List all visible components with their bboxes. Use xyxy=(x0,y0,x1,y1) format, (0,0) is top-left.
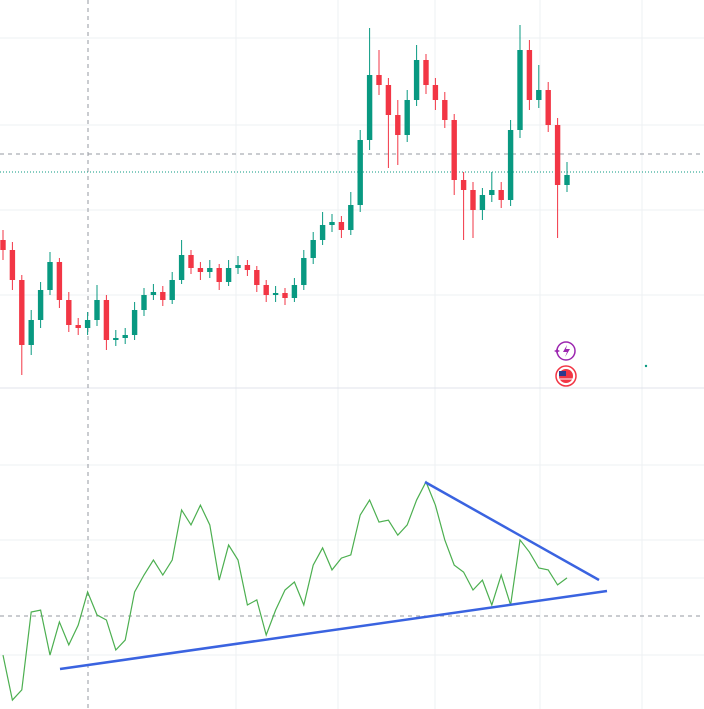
candle-body xyxy=(244,265,251,270)
candle-body xyxy=(357,140,363,205)
candle-body xyxy=(366,75,373,140)
event-icon[interactable] xyxy=(554,341,576,361)
candle-body xyxy=(460,180,467,190)
candle-body xyxy=(56,262,63,300)
candle-body xyxy=(376,75,382,85)
candle-body xyxy=(526,50,533,100)
candle-body xyxy=(263,285,269,295)
icon-glyph xyxy=(563,345,570,357)
candle-body xyxy=(37,290,44,320)
trendline xyxy=(424,480,600,582)
candle-body xyxy=(423,60,429,85)
candle-body xyxy=(310,240,316,258)
candle-body xyxy=(216,268,222,282)
candle-body xyxy=(66,300,72,325)
candle-body xyxy=(75,325,81,328)
flag-icon[interactable] xyxy=(555,365,577,387)
candle-body xyxy=(282,293,288,298)
candle-body xyxy=(113,338,119,340)
candle-body xyxy=(160,292,166,300)
candle-body xyxy=(141,295,147,310)
candle-body xyxy=(489,190,495,195)
candle-body xyxy=(554,125,561,185)
candle-body xyxy=(272,293,279,295)
dot xyxy=(644,364,648,368)
candle-body xyxy=(94,300,100,320)
candle-body xyxy=(517,50,523,130)
candle-body xyxy=(348,205,354,230)
oscillator-line xyxy=(2,480,568,702)
candle-body xyxy=(404,100,410,135)
candle-body xyxy=(103,300,110,340)
candle-body xyxy=(207,268,213,272)
candle-body xyxy=(338,222,345,230)
candle-body xyxy=(9,250,16,280)
candle-body xyxy=(150,292,157,295)
candle-body xyxy=(545,90,551,125)
series xyxy=(0,25,570,702)
candle-body xyxy=(329,222,335,225)
candle-body xyxy=(225,268,232,282)
candle-body xyxy=(301,258,307,285)
candle-body xyxy=(0,240,6,250)
candle-body xyxy=(536,90,542,100)
candle-body xyxy=(47,262,53,290)
candle-body xyxy=(498,190,504,200)
candle-body xyxy=(28,320,34,345)
candle-body xyxy=(19,280,25,345)
candle-body xyxy=(470,190,476,210)
candle-body xyxy=(479,195,486,210)
candle-body xyxy=(131,310,138,335)
candle-body xyxy=(451,120,457,180)
candle-body xyxy=(564,175,570,185)
candle-body xyxy=(432,85,439,100)
icon-sparkle xyxy=(554,348,560,354)
candle-body xyxy=(84,320,91,328)
candle-body xyxy=(122,335,128,338)
candle-body xyxy=(188,255,194,268)
candle-body xyxy=(319,225,326,240)
candle-body xyxy=(254,270,260,285)
candle-body xyxy=(178,255,185,280)
candle-body xyxy=(169,280,175,300)
candle-body xyxy=(395,115,401,135)
candle-body xyxy=(291,285,298,298)
candle-body xyxy=(235,265,241,268)
icon-flag-canton xyxy=(559,371,566,376)
candle-body xyxy=(413,60,420,100)
candle-body xyxy=(197,268,204,272)
candle-body xyxy=(507,130,514,200)
candle-body xyxy=(442,100,448,120)
candle-body xyxy=(385,85,392,115)
trendline xyxy=(59,589,608,671)
